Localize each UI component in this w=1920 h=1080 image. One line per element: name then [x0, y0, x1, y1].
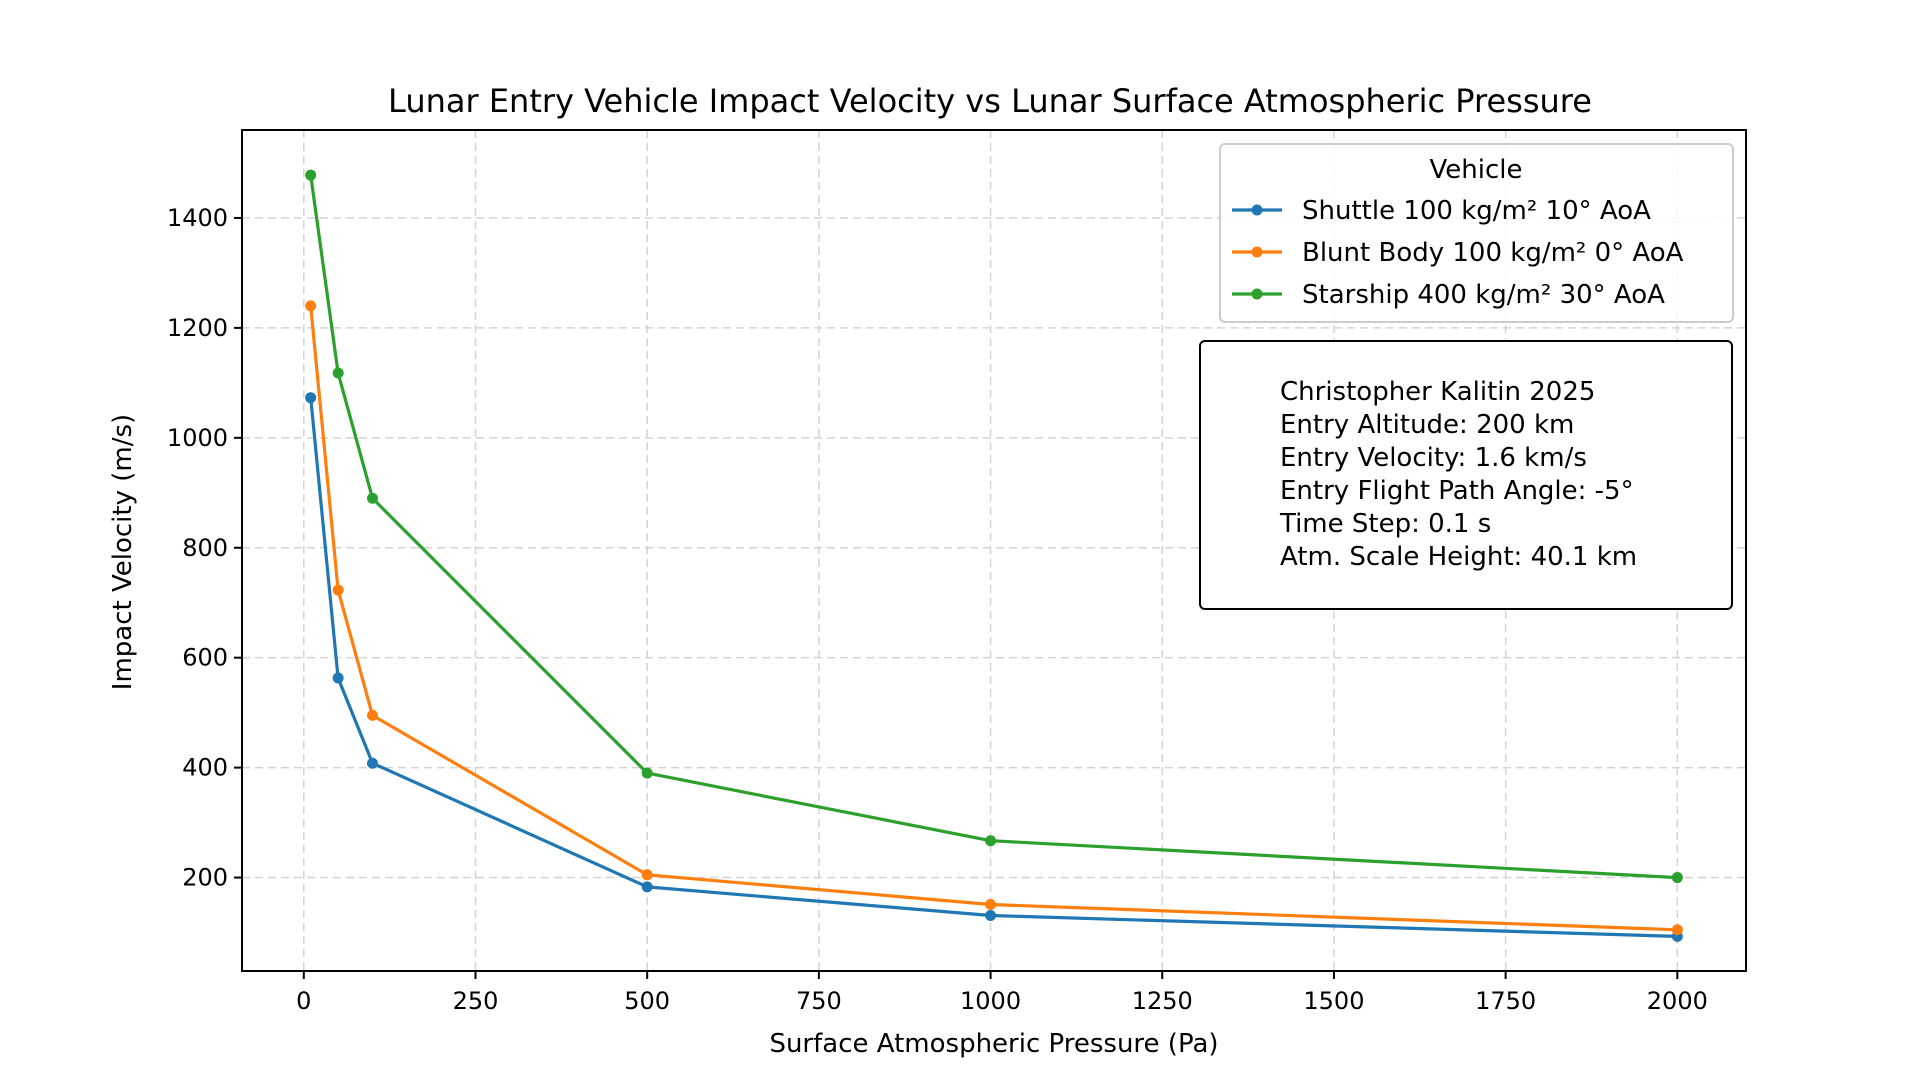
x-tick-label: 1750: [1475, 987, 1536, 1015]
data-point: [332, 584, 344, 596]
info-line: Christopher Kalitin 2025: [1280, 377, 1595, 407]
legend-box: [1219, 143, 1734, 323]
legend-label: Blunt Body 100 kg/m² 0° AoA: [1302, 238, 1684, 268]
info-box-border: [1199, 340, 1733, 610]
y-tick-label: 800: [182, 534, 228, 562]
x-axis: 0 250 500 750 1000 1250 1500 1750 2000: [296, 971, 1708, 1015]
x-tick-label: 0: [296, 987, 311, 1015]
x-tick-label: 750: [796, 987, 842, 1015]
x-tick-label: 1250: [1132, 987, 1193, 1015]
legend: Vehicle Shuttle 100 kg/m² 10° AoA Blunt B…: [1219, 143, 1734, 323]
data-point: [305, 169, 317, 181]
info-line: Entry Flight Path Angle: -5°: [1280, 476, 1634, 506]
y-tick-label: 1200: [167, 314, 228, 342]
series-line: [309, 305, 1678, 932]
y-axis-label: Impact Velocity (m/s): [108, 414, 138, 690]
data-point: [985, 835, 997, 847]
data-point: [332, 367, 344, 379]
data-point: [305, 392, 317, 404]
legend-label: Starship 400 kg/m² 30° AoA: [1302, 280, 1665, 310]
data-point: [641, 869, 653, 881]
x-axis-label: Surface Atmospheric Pressure (Pa): [769, 1029, 1218, 1059]
data-point: [366, 757, 378, 769]
legend-label: Shuttle 100 kg/m² 10° AoA: [1302, 196, 1651, 226]
series-line: [309, 397, 1678, 938]
info-line: Entry Altitude: 200 km: [1280, 410, 1574, 440]
y-tick-label: 600: [182, 644, 228, 672]
data-point: [366, 709, 378, 721]
y-tick-label: 1000: [167, 424, 228, 452]
plot-frame: [241, 129, 1747, 972]
data-point: [332, 672, 344, 684]
x-tick-label: 2000: [1647, 987, 1708, 1015]
series-line: [309, 174, 1678, 880]
legend-marker: [1251, 288, 1263, 300]
data-point: [641, 767, 653, 779]
data-point: [641, 881, 653, 893]
info-line: Atm. Scale Height: 40.1 km: [1280, 542, 1637, 572]
data-point: [1671, 924, 1683, 936]
info-line: Time Step: 0.1 s: [1279, 509, 1491, 539]
data-point: [985, 909, 997, 921]
legend-title: Vehicle: [1430, 155, 1523, 185]
info-line: Entry Velocity: 1.6 km/s: [1280, 443, 1587, 473]
x-tick-label: 500: [624, 987, 670, 1015]
x-tick-label: 250: [453, 987, 499, 1015]
data-point: [1671, 872, 1683, 884]
y-tick-label: 1400: [167, 204, 228, 232]
legend-entries: Shuttle 100 kg/m² 10° AoA Blunt Body 100 …: [1232, 196, 1684, 310]
legend-marker: [1251, 246, 1263, 258]
x-tick-label: 1500: [1303, 987, 1364, 1015]
data-point: [305, 300, 317, 312]
data-point: [366, 492, 378, 504]
legend-marker: [1251, 204, 1263, 216]
y-tick-label: 200: [182, 864, 228, 892]
x-tick-label: 1000: [960, 987, 1021, 1015]
series-group: [305, 169, 1683, 942]
chart-title: Lunar Entry Vehicle Impact Velocity vs L…: [388, 82, 1592, 120]
data-point: [985, 898, 997, 910]
y-axis: 200 400 600 800 1000 1200 1400: [167, 204, 242, 892]
y-tick-label: 400: [182, 754, 228, 782]
